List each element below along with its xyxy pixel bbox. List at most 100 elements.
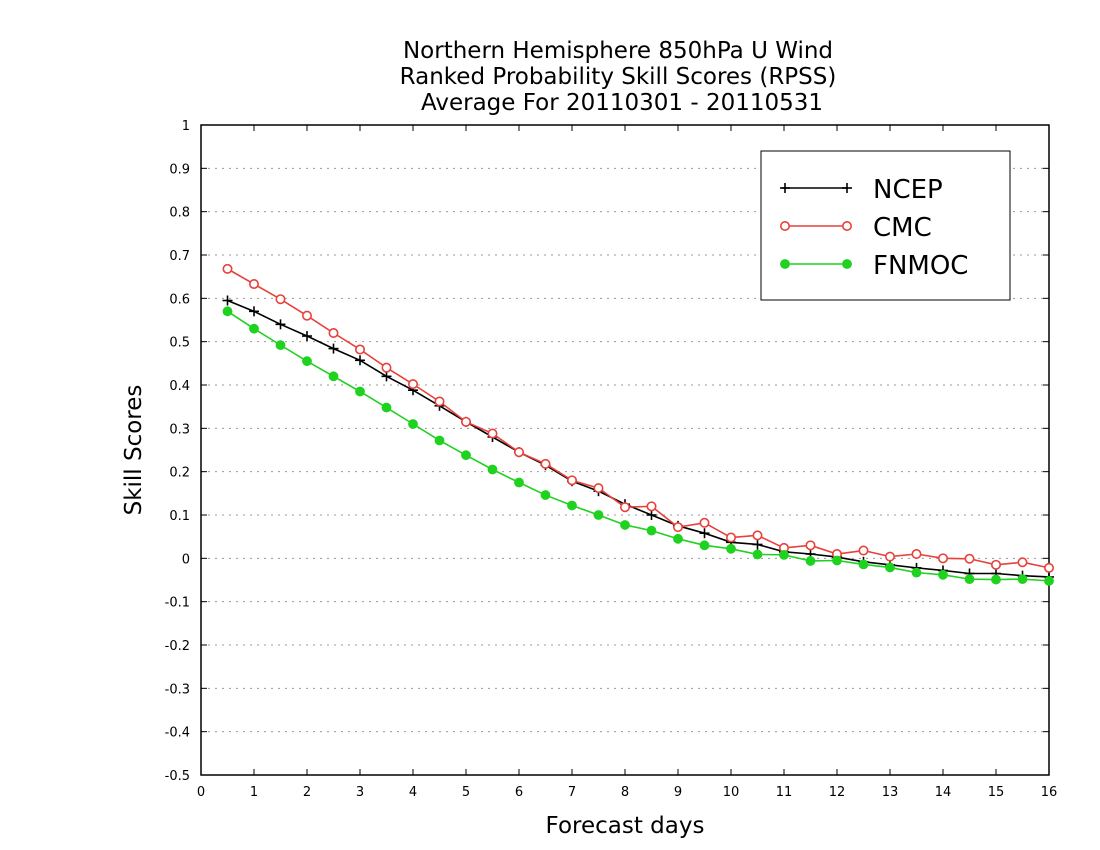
data-point-cmc [1044,562,1055,573]
data-point-ncep [355,355,365,366]
gridlines [201,167,1049,733]
x-tick-label: 14 [935,785,952,800]
legend-marker-cmc [841,221,852,232]
data-point-fnmoc [752,549,763,560]
x-tick-label: 15 [988,785,1005,800]
data-point-cmc [699,517,710,528]
y-tick-label: 0 [182,552,190,567]
data-point-fnmoc [408,419,418,429]
x-tick-label: 0 [197,785,205,800]
y-tick-label: 0.4 [169,379,190,394]
data-point-fnmoc [487,464,498,475]
legend: NCEP CMC FNMOC [760,150,1011,301]
y-tick-label: 0.3 [169,422,190,437]
x-tick-label: 4 [409,785,417,800]
data-point-cmc [354,344,365,355]
x-tick-label: 8 [621,785,629,800]
data-point-ncep [699,528,710,539]
data-point-fnmoc [302,356,312,367]
legend-label-cmc: CMC [873,213,932,243]
data-point-cmc [619,502,630,513]
x-tick-label: 5 [462,785,470,800]
data-point-cmc [487,428,498,439]
data-point-fnmoc [620,520,630,530]
data-point-fnmoc [381,402,392,413]
data-point-cmc [911,548,922,559]
data-point-cmc [593,483,604,494]
data-point-fnmoc [275,340,286,351]
legend-label-fnmoc: FNMOC [873,251,968,281]
data-point-fnmoc [249,323,259,334]
legend-marker-ncep [842,183,852,193]
x-tick-label: 2 [303,785,311,800]
series-line-cmc [227,268,1050,569]
data-point-fnmoc [434,435,445,446]
data-point-cmc [1017,557,1028,568]
series-cmc [222,263,1055,573]
data-point-cmc [249,279,260,290]
data-point-fnmoc [726,543,736,554]
data-point-fnmoc [885,562,895,573]
y-tick-label: 0.6 [169,292,190,307]
data-point-fnmoc [673,533,683,544]
legend-marker-cmc [779,221,790,232]
data-point-fnmoc [540,490,551,500]
data-point-fnmoc [222,306,233,317]
x-tick-label: 7 [568,785,576,800]
y-tick-label: 0.5 [169,336,190,351]
axes: -0.5 -0.4 -0.3 -0.2 -0.1 0 0.1 0.2 0.3 0.4 0.5 0.6 0… [165,119,1058,800]
y-tick-label: 0.8 [169,206,190,221]
legend-entry-cmc: CMC [779,213,932,243]
data-point-ncep [752,539,763,550]
legend-marker-fnmoc [780,259,790,269]
data-point-ncep [222,295,233,306]
legend-marker-ncep [780,183,790,193]
chart-title-line-3: Average For 20110301 - 20110531 [421,90,823,116]
x-tick-label: 1 [250,785,258,800]
x-tick-label: 9 [674,785,682,800]
data-point-cmc [513,447,524,458]
y-tick-label: 1 [182,119,190,134]
data-point-fnmoc [699,540,710,551]
data-point-fnmoc [991,574,1001,585]
y-tick-label: -0.3 [165,682,190,697]
series-ncep [222,295,1054,582]
data-point-cmc [566,475,577,486]
data-point-ncep [275,319,286,330]
data-point-fnmoc [328,371,339,382]
data-point-cmc [460,416,471,427]
x-tick-label: 3 [356,785,364,800]
data-point-fnmoc [858,559,869,570]
series-line-ncep [227,299,1050,578]
x-tick-label: 6 [515,785,523,800]
data-point-fnmoc [461,450,471,461]
data-point-fnmoc [1017,574,1028,585]
data-point-fnmoc [779,549,789,560]
data-point-ncep [328,343,339,354]
series-line-fnmoc [227,310,1050,582]
y-axis-label: Skill Scores [121,385,147,516]
data-point-cmc [964,553,975,564]
data-point-ncep [302,331,312,342]
data-point-fnmoc [1044,575,1054,586]
y-tick-label: -0.4 [165,726,190,741]
y-tick-label: 0.2 [169,466,190,481]
x-axis-label: Forecast days [546,813,705,839]
x-tick-label: 10 [723,785,740,800]
x-tick-label: 13 [882,785,899,800]
data-point-fnmoc [938,569,948,580]
data-point-cmc [275,294,286,305]
data-point-fnmoc [567,500,577,511]
legend-entry-ncep: NCEP [780,175,943,205]
data-point-cmc [672,522,683,533]
data-point-fnmoc [355,386,365,397]
data-point-cmc [858,545,869,556]
chart-title-line-1: Northern Hemisphere 850hPa U Wind [403,38,833,64]
data-point-cmc [725,532,736,543]
y-tick-label: -0.2 [165,639,190,654]
data-point-cmc [540,458,551,469]
x-tick-label: 16 [1041,785,1058,800]
data-point-fnmoc [805,556,816,566]
legend-entry-fnmoc: FNMOC [780,251,968,281]
